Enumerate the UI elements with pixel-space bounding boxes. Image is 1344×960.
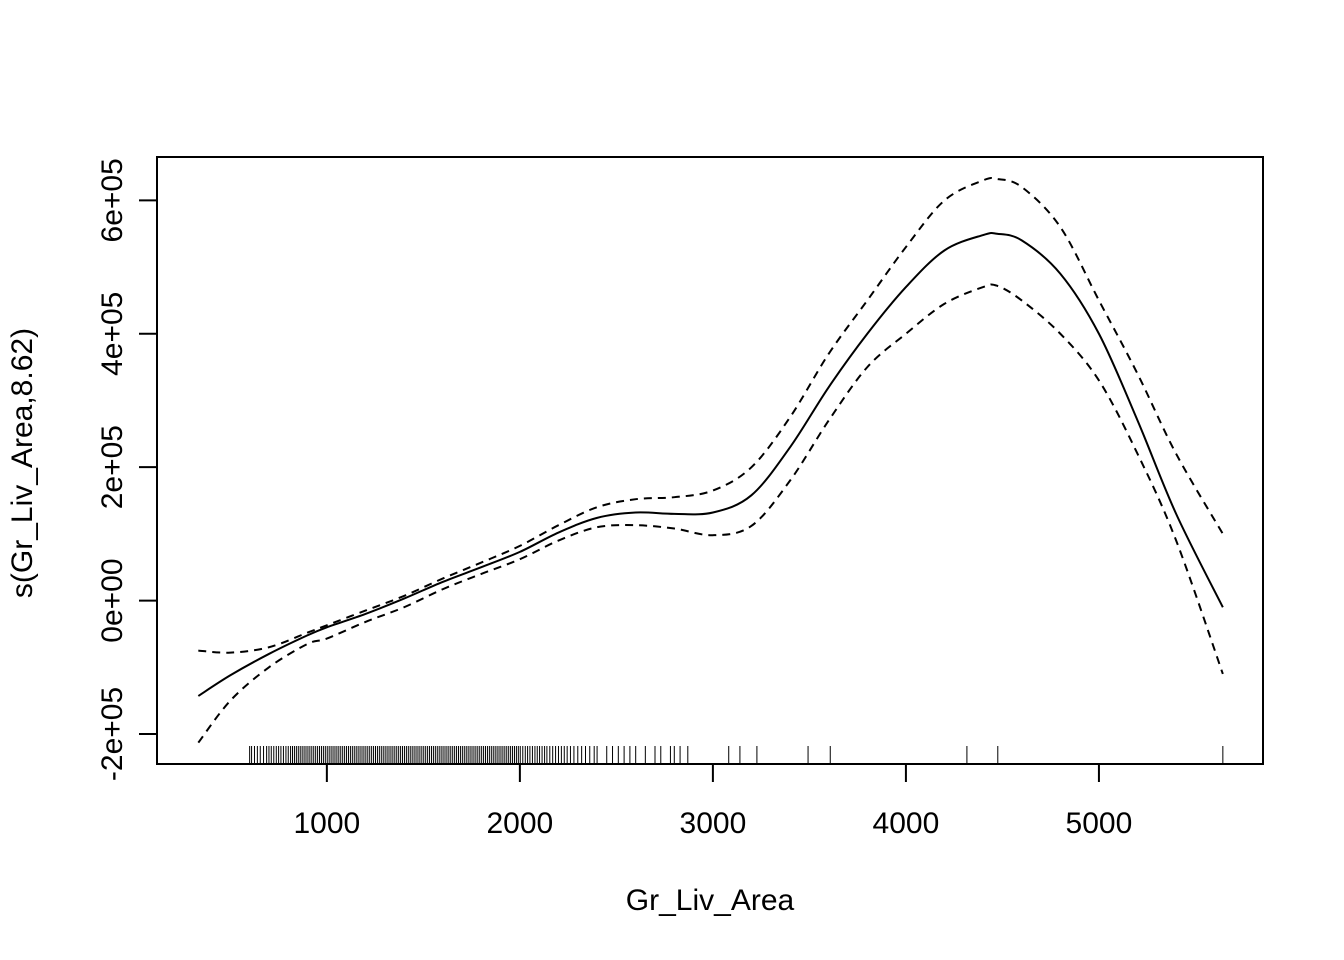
x-tick-label: 5000: [1066, 807, 1133, 840]
x-tick-label: 1000: [293, 807, 360, 840]
upper-ci-line: [198, 176, 1224, 654]
x-tick-label: 3000: [680, 807, 747, 840]
x-axis: 1000 2000 3000 4000 5000: [293, 763, 1133, 840]
x-tick-label: 2000: [487, 807, 554, 840]
x-tick-label: 4000: [873, 807, 940, 840]
rug-layer: [249, 746, 1224, 764]
y-tick-label: 2e+05: [96, 425, 129, 509]
y-tick-label: 4e+05: [96, 292, 129, 376]
y-tick-label: 6e+05: [96, 158, 129, 242]
plot-frame: [156, 156, 1264, 765]
lower-ci-line: [197, 283, 1224, 744]
y-tick-label: 0e+00: [96, 558, 129, 642]
smooth-estimate-line: [197, 231, 1224, 697]
y-tick-label: -2e+05: [96, 687, 129, 781]
x-axis-label: Gr_Liv_Area: [626, 884, 795, 917]
y-axis-label: s(Gr_Liv_Area,8.62): [6, 328, 39, 598]
y-axis: -2e+05 0e+00 2e+05 4e+05 6e+05: [96, 158, 158, 781]
series-layer: [197, 176, 1224, 744]
